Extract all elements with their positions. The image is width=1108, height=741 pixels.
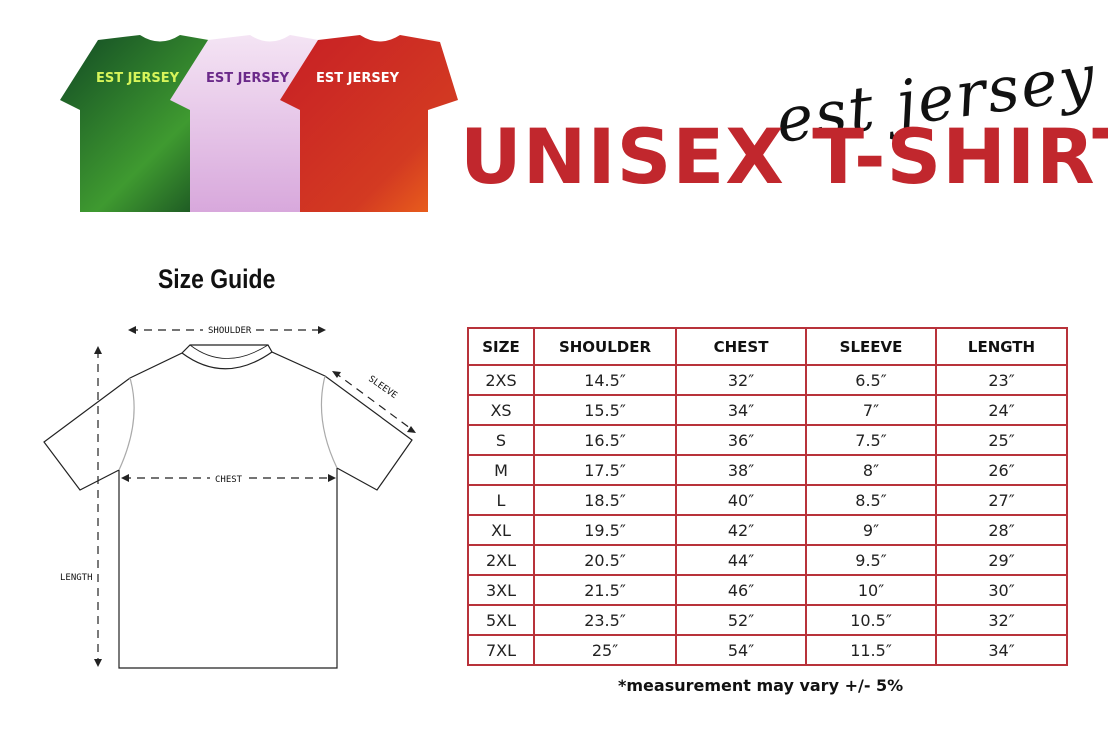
table-cell: 9″ xyxy=(805,514,937,546)
table-cell: 32″ xyxy=(935,604,1068,636)
table-row: 2XL 20.5″ 44″ 9.5″ 29″ xyxy=(467,544,1068,576)
sleeve-label: SLEEVE xyxy=(366,374,398,401)
table-cell: 42″ xyxy=(675,514,807,546)
table-cell: 29″ xyxy=(935,544,1068,576)
table-cell: 46″ xyxy=(675,574,807,606)
table-cell: 6.5″ xyxy=(805,364,937,396)
table-cell: 23″ xyxy=(935,364,1068,396)
table-row: XL 19.5″ 42″ 9″ 28″ xyxy=(467,514,1068,546)
table-row: XS 15.5″ 34″ 7″ 24″ xyxy=(467,394,1068,426)
tshirt-diagram: SHOULDER CHEST LENGTH SLEEVE xyxy=(43,322,416,669)
table-cell: 36″ xyxy=(675,424,807,456)
table-cell: 23.5″ xyxy=(533,604,677,636)
table-row: 3XL 21.5″ 46″ 10″ 30″ xyxy=(467,574,1068,606)
length-label: LENGTH xyxy=(60,573,93,583)
col-sleeve: SLEEVE xyxy=(805,327,937,366)
table-row: 2XS 14.5″ 32″ 6.5″ 23″ xyxy=(467,364,1068,396)
size-table: SIZE SHOULDER CHEST SLEEVE LENGTH 2XS 14.… xyxy=(467,327,1068,666)
table-cell: 8″ xyxy=(805,454,937,486)
table-cell: 19.5″ xyxy=(533,514,677,546)
table-header-row: SIZE SHOULDER CHEST SLEEVE LENGTH xyxy=(467,327,1068,366)
table-cell: 44″ xyxy=(675,544,807,576)
table-cell: 10.5″ xyxy=(805,604,937,636)
page-title: UNISEX T-SHIRT xyxy=(460,112,1108,201)
table-row: L 18.5″ 40″ 8.5″ 27″ xyxy=(467,484,1068,516)
table-cell: 25″ xyxy=(533,634,677,666)
table-cell: 32″ xyxy=(675,364,807,396)
table-cell: 34″ xyxy=(675,394,807,426)
measurement-note: *measurement may vary +/- 5% xyxy=(618,676,904,695)
table-cell: 34″ xyxy=(935,634,1068,666)
table-cell: 7XL xyxy=(467,634,535,666)
col-shoulder: SHOULDER xyxy=(533,327,677,366)
product-shirts-image: EST JERSEY EST JERSEY EST JERSEY xyxy=(60,35,458,212)
table-cell: XL xyxy=(467,514,535,546)
table-cell: 54″ xyxy=(675,634,807,666)
col-size: SIZE xyxy=(467,327,535,366)
chest-label: CHEST xyxy=(215,475,243,485)
table-cell: 17.5″ xyxy=(533,454,677,486)
table-cell: 21.5″ xyxy=(533,574,677,606)
table-row: M 17.5″ 38″ 8″ 26″ xyxy=(467,454,1068,486)
table-cell: 2XS xyxy=(467,364,535,396)
table-cell: 25″ xyxy=(935,424,1068,456)
table-cell: 14.5″ xyxy=(533,364,677,396)
table-cell: L xyxy=(467,484,535,516)
table-cell: 18.5″ xyxy=(533,484,677,516)
table-cell: 11.5″ xyxy=(805,634,937,666)
table-cell: 24″ xyxy=(935,394,1068,426)
table-cell: 52″ xyxy=(675,604,807,636)
table-cell: 10″ xyxy=(805,574,937,606)
size-guide-title: Size Guide xyxy=(158,264,276,294)
table-cell: 28″ xyxy=(935,514,1068,546)
table-cell: 7″ xyxy=(805,394,937,426)
table-cell: 38″ xyxy=(675,454,807,486)
col-length: LENGTH xyxy=(935,327,1068,366)
table-cell: 30″ xyxy=(935,574,1068,606)
table-cell: 9.5″ xyxy=(805,544,937,576)
svg-text:EST JERSEY: EST JERSEY xyxy=(206,71,290,86)
table-cell: 15.5″ xyxy=(533,394,677,426)
shoulder-label: SHOULDER xyxy=(208,326,252,336)
red-shirt: EST JERSEY xyxy=(280,35,458,212)
table-cell: 20.5″ xyxy=(533,544,677,576)
table-cell: 16.5″ xyxy=(533,424,677,456)
table-cell: M xyxy=(467,454,535,486)
table-cell: 3XL xyxy=(467,574,535,606)
table-cell: 26″ xyxy=(935,454,1068,486)
svg-text:EST JERSEY: EST JERSEY xyxy=(316,71,400,86)
table-row: 5XL 23.5″ 52″ 10.5″ 32″ xyxy=(467,604,1068,636)
table-cell: XS xyxy=(467,394,535,426)
table-cell: 8.5″ xyxy=(805,484,937,516)
table-row: S 16.5″ 36″ 7.5″ 25″ xyxy=(467,424,1068,456)
col-chest: CHEST xyxy=(675,327,807,366)
table-cell: 40″ xyxy=(675,484,807,516)
svg-text:EST JERSEY: EST JERSEY xyxy=(96,71,180,86)
table-row: 7XL 25″ 54″ 11.5″ 34″ xyxy=(467,634,1068,666)
table-cell: 5XL xyxy=(467,604,535,636)
table-cell: 7.5″ xyxy=(805,424,937,456)
table-cell: 2XL xyxy=(467,544,535,576)
table-cell: S xyxy=(467,424,535,456)
table-cell: 27″ xyxy=(935,484,1068,516)
